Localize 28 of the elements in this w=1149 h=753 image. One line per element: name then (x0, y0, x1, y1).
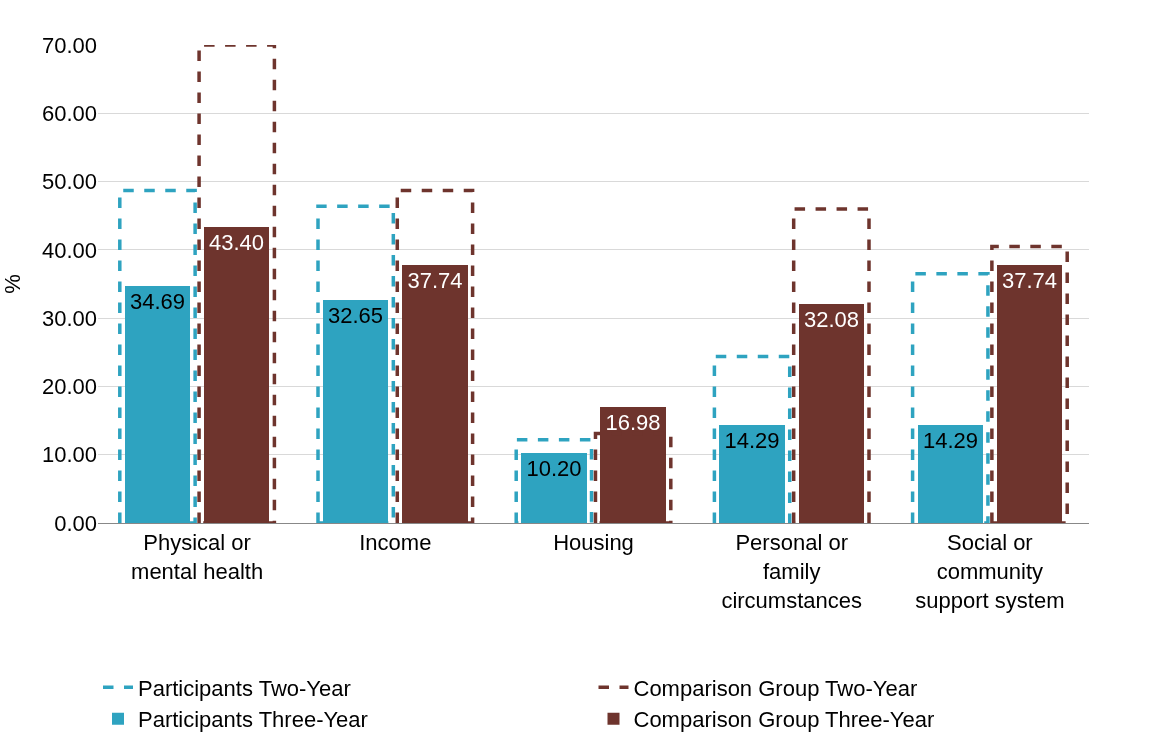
data-label: 32.65 (327, 303, 384, 328)
y-tick-label: 10.00 (41, 442, 97, 468)
data-label: 34.69 (129, 289, 186, 314)
y-tick-label: 60.00 (41, 100, 97, 126)
y-tick-label: 30.00 (41, 305, 97, 331)
x-tick-label: Housing (553, 530, 634, 556)
y-tick-label: 40.00 (41, 237, 97, 263)
data-label: 14.29 (724, 428, 780, 453)
data-label: 14.29 (922, 428, 979, 453)
legend-label: Participants Three-Year (138, 707, 368, 733)
data-label: 37.74 (1001, 268, 1058, 293)
y-tick-label: 70.00 (41, 32, 97, 58)
x-tick-label: Physical or mental health (131, 530, 264, 584)
x-tick-label: Income (359, 530, 432, 556)
y-tick-label: 0.00 (54, 510, 97, 536)
data-label: 16.98 (605, 410, 661, 435)
legend-label: Comparison Group Three-Year (633, 707, 935, 733)
legend-label: Comparison Group Two-Year (633, 675, 918, 701)
data-label: 10.20 (526, 456, 582, 481)
y-tick-label: 20.00 (41, 374, 97, 400)
x-tick-label: Personal or family circumstances (721, 530, 862, 613)
y-axis-title: % (0, 274, 25, 294)
data-label: 43.40 (208, 230, 265, 255)
x-tick-label: Social or community support system (915, 530, 1065, 613)
data-label: 37.74 (407, 268, 463, 293)
y-tick-label: 50.00 (41, 169, 97, 195)
legend-label: Participants Two-Year (138, 675, 351, 701)
data-label: 32.08 (803, 307, 860, 332)
